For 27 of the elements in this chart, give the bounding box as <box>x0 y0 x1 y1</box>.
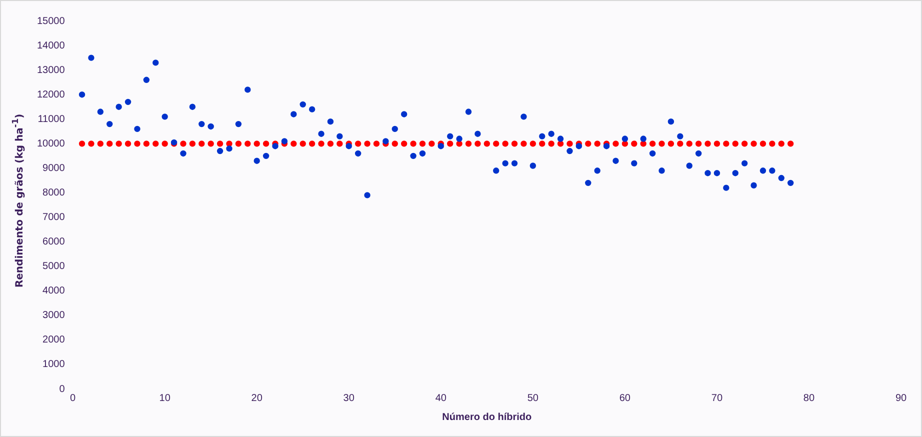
y-tick-label: 2000 <box>42 334 66 346</box>
x-tick-label: 90 <box>895 392 907 404</box>
y-tick-label: 13000 <box>36 64 66 76</box>
x-tick-label: 0 <box>70 392 76 404</box>
x-axis-title: Número do híbrido <box>442 412 532 423</box>
x-tick-label: 30 <box>343 392 355 404</box>
x-tick-label: 80 <box>803 392 815 404</box>
x-tick-label: 20 <box>251 392 263 404</box>
y-tick-label: 11000 <box>38 114 66 125</box>
y-tick-label: 3000 <box>42 310 66 322</box>
y-tick-label: 7000 <box>42 212 66 224</box>
y-tick-label: 4000 <box>42 286 66 297</box>
y-tick-label: 10000 <box>36 138 66 150</box>
y-tick-label: 15000 <box>36 16 66 27</box>
y-tick-label: 6000 <box>42 236 66 248</box>
x-tick-label: 70 <box>711 392 723 404</box>
y-tick-label: 14000 <box>36 40 66 52</box>
y-tick-label: 9000 <box>42 162 66 174</box>
x-tick-label: 60 <box>619 392 631 404</box>
y-tick-label: 12000 <box>36 89 66 100</box>
x-tick-label: 10 <box>159 392 171 404</box>
y-tick-label: 5000 <box>42 261 66 272</box>
y-tick-label: 1000 <box>42 359 66 370</box>
y-tick-label: 0 <box>59 384 66 395</box>
x-tick-label: 40 <box>435 392 447 404</box>
x-tick-label: 50 <box>527 392 539 404</box>
y-tick-label: 8000 <box>42 187 66 198</box>
